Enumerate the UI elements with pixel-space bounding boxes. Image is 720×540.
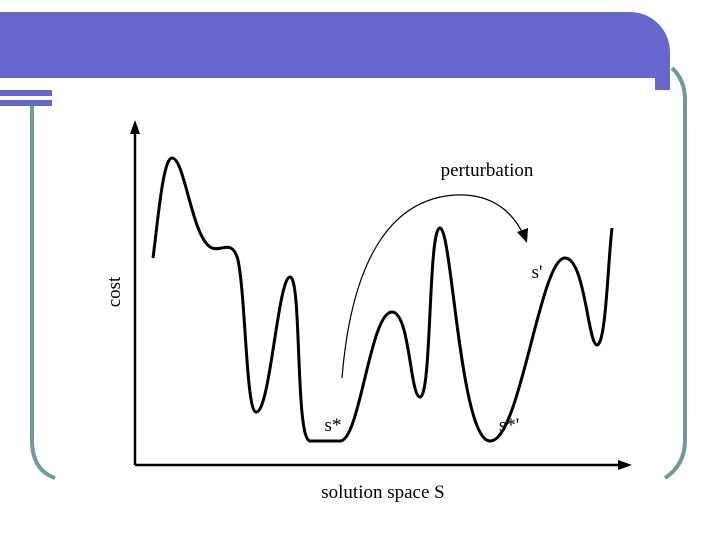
banner-bar	[0, 100, 52, 106]
banner-bar	[0, 90, 52, 96]
frame-right	[663, 66, 687, 480]
y-axis-label: cost	[104, 276, 125, 307]
y-axis-arrow	[130, 120, 140, 134]
perturbation-arrowhead	[517, 228, 528, 243]
annotation: s*'	[499, 415, 519, 436]
x-axis-arrow	[618, 460, 632, 470]
perturbation-arrow	[341, 194, 526, 379]
title-banner	[0, 12, 670, 90]
frame-left	[30, 106, 56, 480]
cost-curve	[151, 156, 614, 443]
annotation: perturbation	[441, 160, 534, 181]
annotation: s*	[325, 415, 342, 436]
x-axis-label: solution space S	[321, 482, 445, 503]
annotation: s'	[532, 262, 543, 283]
